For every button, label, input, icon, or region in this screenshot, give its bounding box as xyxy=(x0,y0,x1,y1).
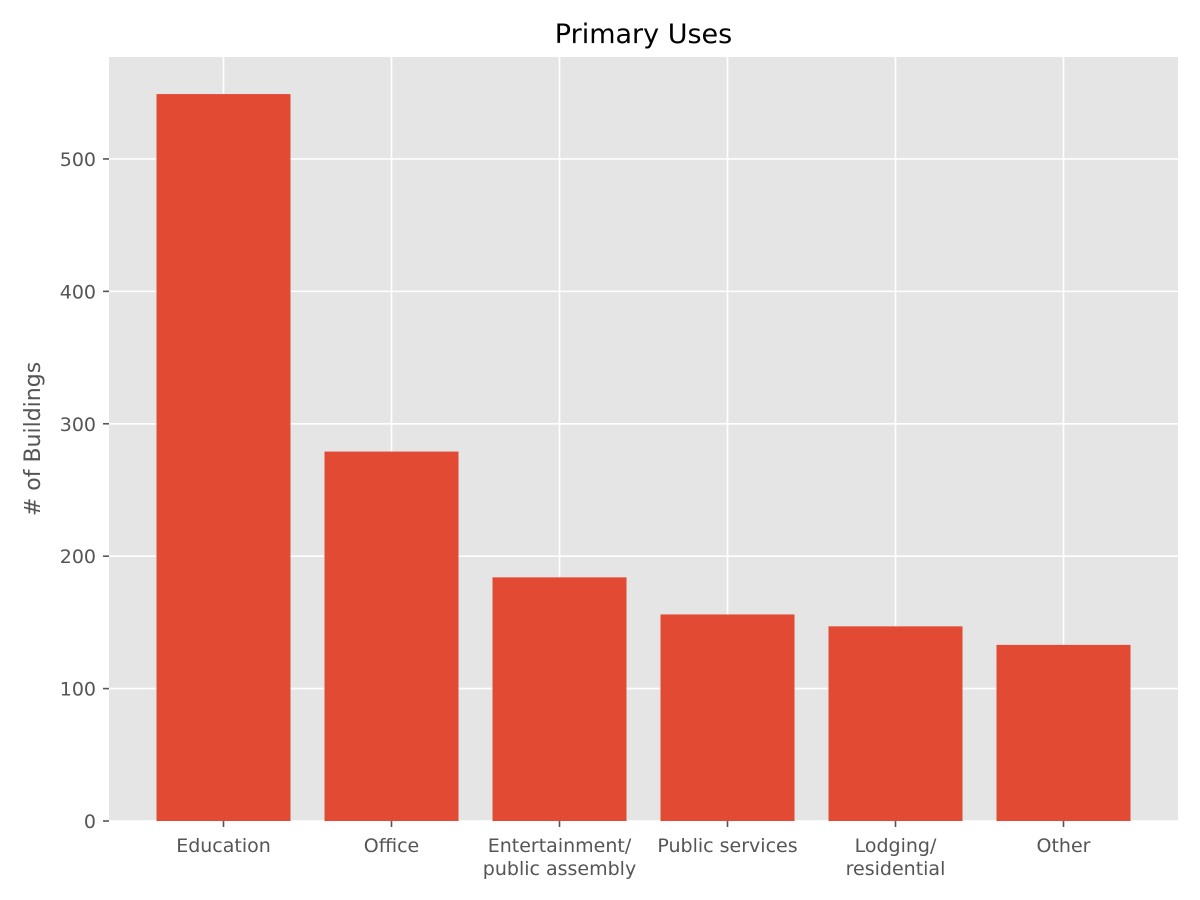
x-tick-label: Lodging/residential xyxy=(846,835,946,880)
chart-title: Primary Uses xyxy=(555,19,732,50)
x-tick-label-line: Education xyxy=(176,835,271,857)
x-tick-label-line: Other xyxy=(1037,835,1091,857)
bar xyxy=(156,94,291,821)
x-tick-label: Other xyxy=(1037,835,1091,857)
x-tick-label: Entertainment/public assembly xyxy=(483,835,636,880)
x-tick-label: Education xyxy=(176,835,271,857)
x-tick-label: Public services xyxy=(657,835,797,857)
x-tick-label-line: Office xyxy=(364,835,419,857)
bars xyxy=(156,94,1131,821)
x-tick-label-line: Public services xyxy=(657,835,797,857)
bar xyxy=(492,577,627,821)
y-tick-label: 300 xyxy=(60,414,96,436)
bar xyxy=(324,451,459,821)
bar xyxy=(660,614,795,821)
y-tick-label: 400 xyxy=(60,281,96,303)
bar xyxy=(996,644,1131,821)
x-tick-label-line: public assembly xyxy=(483,858,636,880)
y-tick-label: 100 xyxy=(60,679,96,701)
x-tick-label-line: Lodging/ xyxy=(855,835,937,857)
y-axis-label: # of Buildings xyxy=(21,362,46,516)
x-tick-label-line: Entertainment/ xyxy=(488,835,632,857)
axes: 0 100 200 300 400 500 Education Office Entertain… xyxy=(60,149,1091,880)
y-tick-label: 0 xyxy=(84,811,96,833)
y-tick-label: 200 xyxy=(60,546,96,568)
bar xyxy=(828,626,963,821)
x-tick-label-line: residential xyxy=(846,858,946,880)
y-tick-label: 500 xyxy=(60,149,96,171)
x-tick-label: Office xyxy=(364,835,419,857)
